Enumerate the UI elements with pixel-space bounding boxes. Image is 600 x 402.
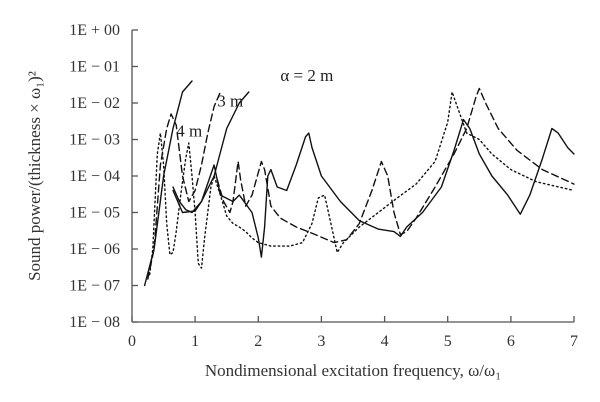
x-axis-title: Nondimensional excitation frequency, ω/ω… bbox=[205, 361, 501, 380]
y-axis-title: Sound power/(thickness × ω₁)² bbox=[25, 71, 44, 281]
series-1 bbox=[147, 87, 575, 280]
x-tick-label: 5 bbox=[444, 333, 452, 350]
y-ticks: 1E + 00 1E − 01 1E − 02 1E − 03 1E − 04 … bbox=[69, 22, 138, 331]
y-tick-label: 1E − 06 bbox=[69, 241, 120, 258]
annotation-label-0: α = 2 m bbox=[280, 66, 333, 85]
x-tick-label: 0 bbox=[128, 333, 136, 350]
y-tick-label: 1E − 08 bbox=[69, 314, 120, 331]
x-tick-label: 6 bbox=[507, 333, 515, 350]
y-tick-label: 1E − 01 bbox=[69, 59, 120, 76]
y-tick-label: 1E − 03 bbox=[69, 132, 120, 149]
series-line-1-0 bbox=[147, 91, 222, 280]
x-tick-label: 2 bbox=[254, 333, 262, 350]
x-tick-label: 7 bbox=[570, 333, 578, 350]
series-2 bbox=[149, 91, 575, 276]
series-line-1-1 bbox=[216, 87, 575, 244]
x-ticks: 0 1 2 3 4 5 6 7 bbox=[128, 316, 578, 350]
x-tick-label: 1 bbox=[191, 333, 199, 350]
series-0 bbox=[143, 80, 575, 287]
y-tick-label: 1E − 04 bbox=[69, 168, 120, 185]
y-tick-label: 1E − 05 bbox=[69, 205, 120, 222]
y-tick-label: 1E + 00 bbox=[69, 22, 120, 39]
series-line-2-0 bbox=[149, 91, 575, 276]
y-tick-label: 1E − 02 bbox=[69, 95, 120, 112]
x-tick-label: 3 bbox=[317, 333, 325, 350]
annotation-label-2: 4 m bbox=[176, 122, 202, 141]
series-layer bbox=[143, 80, 575, 287]
y-tick-label: 1E − 07 bbox=[69, 278, 120, 295]
series-line-0-2 bbox=[172, 118, 575, 258]
x-tick-label: 4 bbox=[381, 333, 389, 350]
annotation-label-1: 3 m bbox=[217, 92, 243, 111]
annotations: α = 2 m 3 m 4 m bbox=[176, 66, 333, 141]
